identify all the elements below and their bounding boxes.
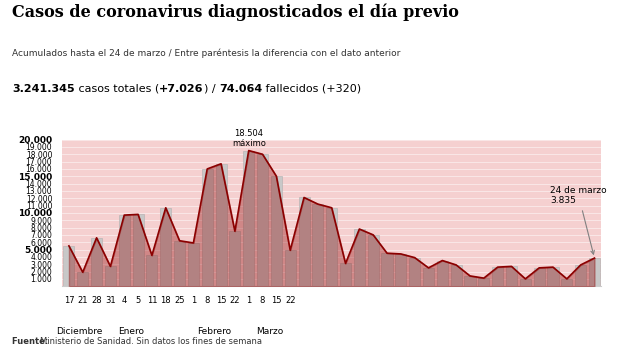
Text: Fuente:: Fuente: — [12, 336, 51, 346]
Bar — [451, 265, 462, 286]
Bar — [146, 255, 157, 286]
Bar — [575, 265, 586, 286]
Bar — [105, 266, 116, 286]
Text: casos totales (: casos totales ( — [75, 84, 159, 94]
Bar — [133, 214, 144, 286]
Bar — [478, 278, 489, 286]
Bar — [589, 258, 600, 286]
Text: 3.241.345: 3.241.345 — [12, 84, 75, 94]
Bar — [312, 204, 324, 286]
Bar — [423, 268, 434, 286]
Text: Marzo: Marzo — [256, 327, 283, 336]
Bar — [492, 267, 503, 286]
Bar — [354, 229, 365, 286]
Bar — [340, 263, 351, 286]
Bar — [257, 154, 268, 286]
Text: Enero: Enero — [118, 327, 144, 336]
Text: fallecidos (+320): fallecidos (+320) — [262, 84, 361, 94]
Text: Acumulados hasta el 24 de marzo / Entre paréntesis la diferencia con el dato ant: Acumulados hasta el 24 de marzo / Entre … — [12, 49, 401, 58]
Bar — [202, 169, 213, 286]
Bar — [271, 176, 282, 286]
Bar — [174, 241, 185, 286]
Text: 18.504
máximo: 18.504 máximo — [232, 129, 265, 148]
Bar — [381, 253, 392, 286]
Text: Febrero: Febrero — [197, 327, 231, 336]
Bar — [118, 215, 130, 286]
Bar — [409, 258, 420, 286]
Bar — [298, 198, 309, 286]
Bar — [506, 266, 517, 286]
Bar — [534, 268, 545, 286]
Bar — [396, 254, 406, 286]
Bar — [243, 150, 254, 286]
Text: Diciembre: Diciembre — [56, 327, 102, 336]
Text: Ministerio de Sanidad. Sin datos los fines de semana: Ministerio de Sanidad. Sin datos los fin… — [40, 336, 262, 346]
Text: 24 de marzo
3.835: 24 de marzo 3.835 — [550, 186, 607, 254]
Text: Casos de coronavirus diagnosticados el día previo: Casos de coronavirus diagnosticados el d… — [12, 3, 459, 21]
Bar — [63, 246, 74, 286]
Bar — [160, 208, 171, 286]
Text: 74.064: 74.064 — [219, 84, 262, 94]
Bar — [326, 208, 337, 286]
Bar — [437, 260, 448, 286]
Bar — [78, 272, 88, 286]
Bar — [368, 235, 379, 286]
Bar — [285, 250, 296, 286]
Bar — [229, 231, 241, 286]
Bar — [188, 243, 199, 286]
Bar — [520, 279, 531, 286]
Bar — [216, 164, 226, 286]
Bar — [464, 276, 476, 286]
Bar — [561, 279, 572, 286]
Text: ) /: ) / — [204, 84, 219, 94]
Bar — [547, 267, 559, 286]
Bar — [91, 238, 102, 286]
Text: +7.026: +7.026 — [159, 84, 204, 94]
